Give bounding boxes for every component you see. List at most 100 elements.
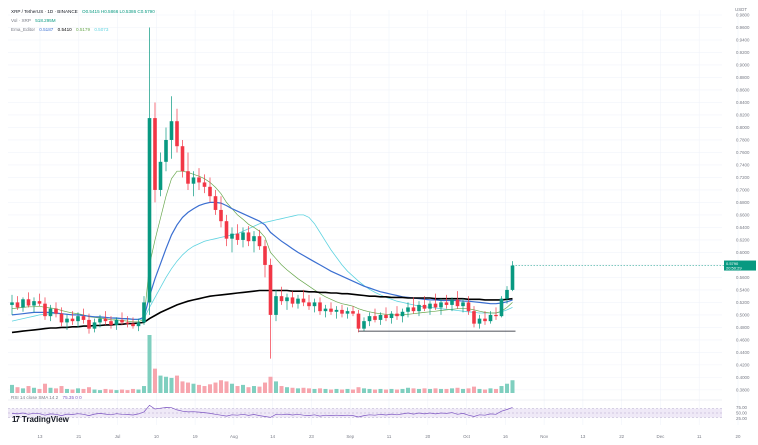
candle-body (318, 302, 322, 312)
tradingview-logo[interactable]: 17 TradingView (12, 415, 69, 424)
volume-bar (340, 389, 344, 393)
symbol-title[interactable]: XRP / TetherUS · 1D · BINANCE (11, 9, 78, 14)
candle-body (142, 302, 146, 323)
candle-body (230, 233, 234, 239)
volume-bar (285, 387, 289, 393)
volume-bar (15, 387, 20, 393)
volume-bar (142, 386, 146, 393)
rsi-tick-label: 25.00 (736, 416, 748, 421)
candle-body (351, 311, 355, 314)
candle-body (395, 313, 399, 317)
rsi-tick-label: 50.00 (736, 411, 748, 416)
candle-body (32, 301, 36, 306)
candle-body (285, 297, 289, 302)
candle-body (235, 233, 240, 240)
volume-bar (450, 388, 454, 393)
candle-body (356, 313, 361, 329)
ema-fast-line (11, 170, 513, 323)
volume-bar (48, 387, 53, 393)
ema-legend[interactable]: Ema_Editor 0.5187 0.5410 0.5179 0.5073 (11, 27, 111, 33)
candle-body (439, 302, 443, 308)
candle-body (98, 318, 102, 323)
volume-bar (362, 388, 366, 393)
currency-button[interactable]: USDT (735, 7, 747, 12)
candle-body (109, 321, 113, 325)
y-tick-label: 0.6200 (736, 237, 750, 242)
volume-bar (290, 387, 295, 393)
candle-body (48, 308, 53, 317)
volume-bar (461, 388, 465, 393)
x-tick-label: Oct (463, 434, 471, 439)
candle-body (461, 302, 465, 307)
volume-value: 518.295M (35, 18, 56, 23)
candle-body (444, 302, 449, 305)
volume-label: Vol · XRP (11, 18, 31, 23)
volume-bar (279, 386, 284, 393)
volume-bar (158, 375, 163, 393)
candle-body (312, 302, 317, 307)
volume-bar (477, 388, 482, 393)
candle-body (488, 314, 493, 322)
volume-bar (367, 388, 372, 393)
candle-body (422, 304, 427, 309)
candle-body (389, 313, 394, 319)
x-tick-label: Aug (230, 434, 238, 439)
candle-body (37, 301, 42, 304)
candle-body (373, 316, 377, 320)
volume-bar (428, 388, 432, 393)
volume-bar (312, 388, 317, 393)
candle-body (334, 309, 339, 312)
y-tick-label: 0.9000 (736, 62, 750, 67)
volume-bar (164, 376, 168, 393)
volume-legend[interactable]: Vol · XRP 518.295M (11, 18, 59, 24)
volume-bar (92, 389, 97, 393)
volume-bar (10, 384, 14, 393)
candle-body (175, 121, 179, 147)
volume-bar (246, 387, 251, 393)
svg-text:20:50:29: 20:50:29 (726, 266, 742, 271)
rsi-legend[interactable]: RSI 14 close SMA 14 2 75.35 0 0 (11, 395, 85, 401)
x-tick-label: 10 (154, 434, 159, 439)
candle-body (224, 221, 229, 239)
volume-bar (65, 388, 69, 393)
volume-bar (208, 384, 212, 393)
volume-bar (351, 389, 355, 393)
y-tick-label: 0.8200 (736, 112, 750, 117)
candle-body (400, 311, 405, 317)
ema-cyan-line (11, 214, 513, 322)
x-tick-label: 11 (387, 434, 392, 439)
volume-bar (494, 388, 498, 393)
price-axis[interactable]: 0.9800 0.9600 0.9400 0.9200 0.9000 0.8800 0.86… (736, 12, 750, 392)
volume-bars (10, 335, 515, 393)
candle-body (219, 209, 223, 222)
volume-bar (131, 388, 135, 393)
candle-body (213, 196, 218, 210)
ema-value-1: 0.5187 (39, 27, 54, 32)
candle-body (252, 236, 256, 242)
candle-body (103, 318, 108, 322)
y-tick-label: 0.9400 (736, 37, 750, 42)
y-tick-label: 0.4000 (736, 375, 750, 380)
volume-bar (417, 388, 421, 393)
y-tick-label: 0.7000 (736, 187, 750, 192)
rsi-value: 75.35 0 0 (62, 395, 82, 400)
symbol-legend[interactable]: XRP / TetherUS · 1D · BINANCE O0.5415 H0… (11, 9, 158, 15)
ema-value-4: 0.5073 (94, 27, 109, 32)
x-tick-label: Sep (346, 434, 354, 439)
candle-body (114, 319, 119, 325)
candle-body (54, 308, 58, 314)
x-tick-label: 20 (736, 434, 741, 439)
candle-body (345, 311, 350, 314)
candle-body (406, 307, 410, 312)
ohlc-values: O0.5415 H0.5866 L0.5386 C0.5790 (82, 9, 155, 14)
time-axis[interactable]: 13 21 Jul 10 19 Aug 14 23 Sep 11 20 Oct 16 Nov 13 22 Dec… (38, 434, 741, 439)
y-tick-label: 0.9200 (736, 50, 750, 55)
candle-body (26, 299, 31, 306)
candle-body (21, 299, 25, 308)
candle-body (428, 303, 432, 309)
volume-bar (406, 387, 410, 393)
candle-body (263, 246, 267, 265)
